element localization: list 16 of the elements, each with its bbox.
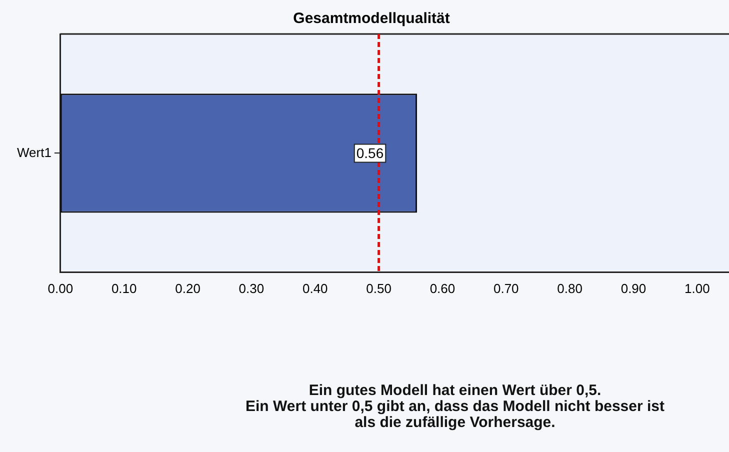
text: Ein Wert unter 0,5 gibt an, dass das Modell nicht besser ist als die zufällige Vorhersage.	[244, 398, 666, 431]
text: Ein gutes Modell hat einen Wert über 0,5.	[308, 382, 602, 399]
x-tick-label: 1.00	[684, 280, 710, 296]
x-tick-label: 0.20	[175, 280, 200, 296]
x-tick-label: 0.90	[620, 280, 646, 296]
x-tick-label: 0.40	[302, 280, 328, 296]
x-tick-label: 0.70	[493, 280, 519, 296]
x-tick-label: 0.10	[111, 280, 137, 296]
chart-title: Gesamtmodellqualität	[293, 10, 450, 28]
x-tick-label: 0.50	[366, 280, 392, 296]
y-tick-label: Wert1	[17, 144, 52, 160]
x-tick-label: 0.00	[48, 280, 74, 296]
x-tick-label: 0.60	[430, 280, 456, 296]
x-tick-label: 0.80	[557, 280, 582, 296]
x-tick-label: 0.30	[238, 280, 264, 296]
data-label: 0.56	[356, 145, 384, 162]
